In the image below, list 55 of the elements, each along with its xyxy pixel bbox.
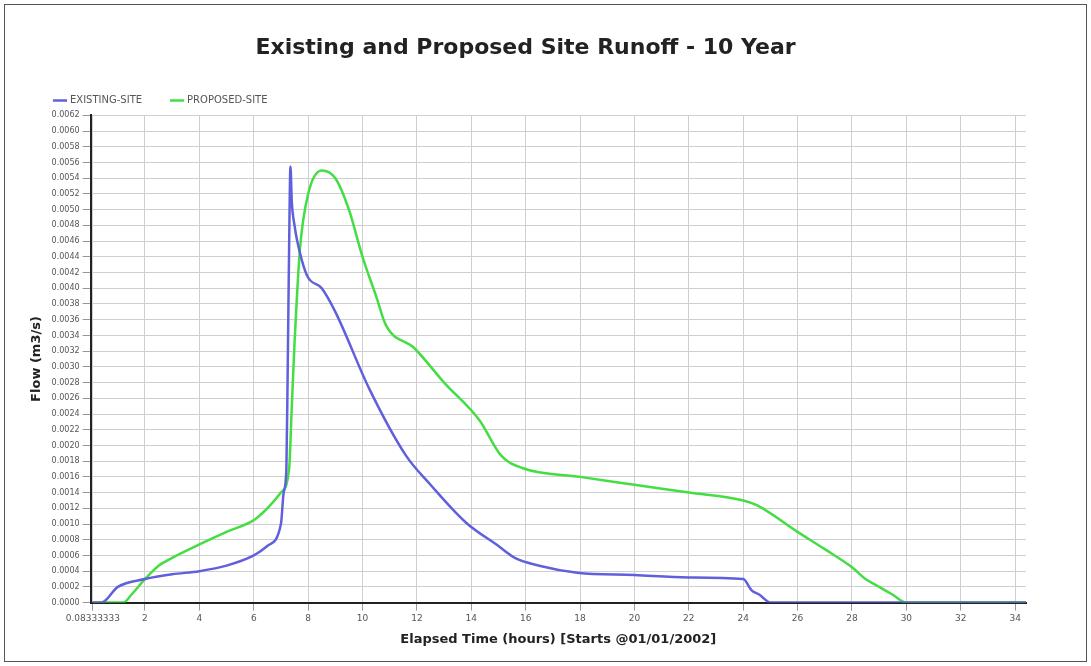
y-tick-label: 0.0040 [51,283,80,293]
x-tick-label: 14 [465,613,478,624]
y-tick-label: 0.0062 [51,110,80,120]
y-tick-label: 0.0010 [51,519,80,529]
legend-label: EXISTING-SITE [70,93,143,105]
y-tick-label: 0.0008 [51,534,80,544]
y-tick-label: 0.0014 [51,487,80,497]
x-tick-label: 34 [1009,613,1022,624]
y-tick-label: 0.0030 [51,361,80,371]
x-tick-label: 2 [142,613,148,624]
x-tick-label: 28 [846,613,858,624]
y-tick-label: 0.0052 [51,189,80,199]
y-tick-label: 0.0026 [51,393,80,403]
y-tick-label: 0.0000 [51,597,80,607]
x-tick-label: 10 [356,613,369,624]
y-tick-label: 0.0048 [51,220,80,230]
x-axis-title: Elapsed Time (hours) [Starts @01/01/2002] [400,630,717,646]
x-tick-label: 24 [737,613,750,624]
x-tick-label: 22 [683,613,695,624]
y-tick-label: 0.0006 [51,550,80,560]
y-tick-label: 0.0034 [51,330,80,340]
y-axis-title: Flow (m3/s) [28,316,44,402]
y-tick-label: 0.0044 [51,251,80,261]
y-tick-label: 0.0022 [51,424,80,434]
y-tick-label: 0.0012 [51,503,80,513]
y-tick-label: 0.0046 [51,236,80,246]
y-tick-label: 0.0042 [51,267,80,277]
y-tick-label: 0.0018 [51,456,80,466]
x-tick-label: 30 [900,613,913,624]
chart-title: Existing and Proposed Site Runoff - 10 Year [255,33,796,59]
x-tick-label: 0.08333333 [65,613,121,624]
y-tick-label: 0.0054 [51,173,80,183]
y-tick-label: 0.0016 [51,471,80,481]
y-tick-label: 0.0050 [51,204,80,214]
x-tick-label: 6 [250,613,257,624]
y-tick-label: 0.0024 [51,409,80,419]
x-tick-label: 20 [628,613,641,624]
y-tick-label: 0.0060 [51,126,80,136]
x-tick-label: 8 [305,613,312,624]
y-tick-label: 0.0056 [51,157,80,167]
y-tick-label: 0.0058 [51,141,80,151]
x-tick-label: 16 [519,613,532,624]
y-tick-label: 0.0002 [51,581,80,591]
x-tick-label: 26 [791,613,804,624]
y-tick-label: 0.0028 [51,377,80,387]
x-tick-label: 32 [955,613,967,624]
legend-label: PROPOSED-SITE [187,93,268,105]
x-tick-label: 18 [574,613,587,624]
y-tick-label: 0.0038 [51,299,80,309]
x-tick-label: 12 [411,613,423,624]
x-tick-label: 4 [196,613,203,624]
y-tick-label: 0.0036 [51,314,80,324]
y-tick-label: 0.0004 [51,566,80,576]
y-tick-label: 0.0020 [51,440,80,450]
y-tick-label: 0.0032 [51,346,80,356]
